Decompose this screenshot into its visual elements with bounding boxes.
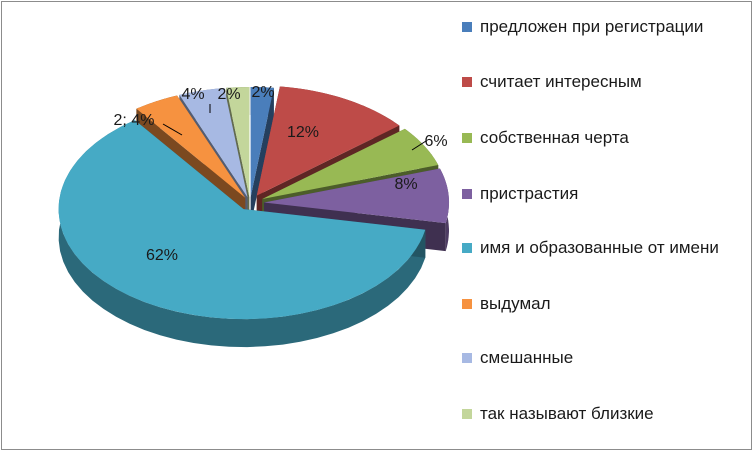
data-label: 62%	[146, 247, 178, 264]
legend-label: выдумал	[480, 294, 551, 313]
pie-slice	[58, 120, 426, 320]
pie-slice	[263, 168, 449, 224]
pie-slice	[256, 86, 400, 196]
pie-slice	[179, 88, 248, 198]
legend-item: пристрастия	[462, 183, 735, 204]
legend-item: считает интересным	[462, 71, 735, 92]
data-label: 2%	[251, 84, 274, 101]
legend-item: смешанные	[462, 347, 735, 368]
legend-item: так называют близкие	[462, 403, 735, 424]
legend-swatch	[462, 77, 472, 87]
legend-label: предложен при регистрации	[480, 17, 704, 36]
pie-slice	[226, 87, 250, 198]
legend-item: предложен при регистрации	[462, 16, 735, 37]
legend-label: собственная черта	[480, 128, 629, 147]
legend-swatch	[462, 22, 472, 32]
data-label: 12%	[287, 124, 319, 141]
pie-slice	[136, 95, 246, 198]
data-label: 2; 4%	[114, 112, 155, 129]
legend-item: собственная черта	[462, 127, 735, 148]
pie-slice	[250, 87, 274, 198]
pie-slice	[262, 128, 439, 199]
legend-label: считает интересным	[480, 72, 642, 91]
legend: предложен при регистрации считает интерес…	[462, 0, 752, 451]
legend-swatch	[462, 353, 472, 363]
legend-swatch	[462, 299, 472, 309]
legend-label: имя и образованные от имени	[480, 238, 719, 257]
legend-label: так называют близкие	[480, 404, 654, 423]
legend-swatch	[462, 189, 472, 199]
legend-swatch	[462, 133, 472, 143]
data-label: 8%	[394, 176, 417, 193]
legend-swatch	[462, 243, 472, 253]
data-label: 6%	[424, 133, 447, 150]
legend-item: имя и образованные от имени	[462, 237, 735, 258]
legend-item: выдумал	[462, 293, 735, 314]
leader-line	[162, 123, 183, 136]
leader-line	[411, 140, 427, 151]
legend-label: пристрастия	[480, 184, 579, 203]
data-label: 4%	[181, 86, 204, 103]
legend-swatch	[462, 409, 472, 419]
legend-label: смешанные	[480, 348, 574, 367]
data-label: 2%	[217, 86, 240, 103]
